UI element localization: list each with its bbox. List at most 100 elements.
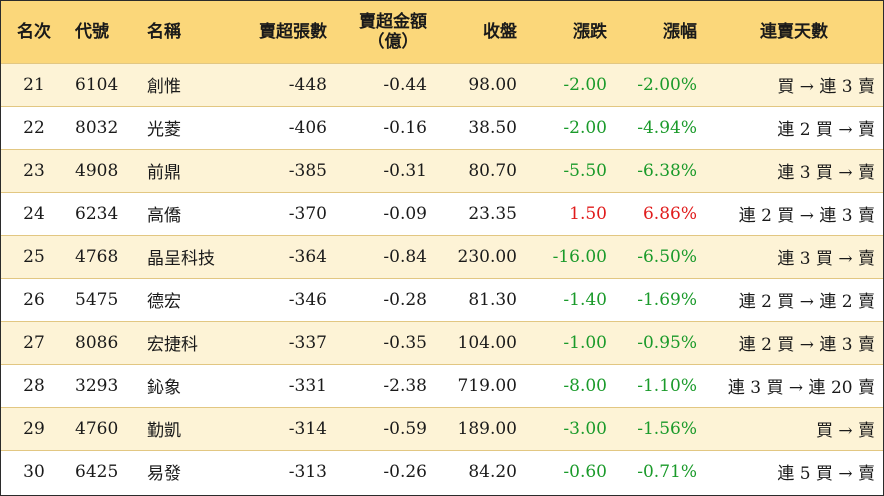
- header-row: 名次 代號 名稱 賣超張數 賣超金額 （億） 收盤 漲跌 漲幅 連賣天數: [1, 1, 883, 63]
- cell-code: 8032: [75, 117, 119, 138]
- cell-sell-amount: -0.59: [383, 418, 427, 439]
- header-change-pct: 漲幅: [663, 21, 697, 42]
- cell-name: 鈊象: [147, 378, 181, 398]
- cell-change-pct: -4.94%: [637, 117, 697, 138]
- cell-sell-amount: -0.44: [383, 74, 427, 95]
- cell-rank: 23: [23, 160, 45, 181]
- cell-name: 高僑: [147, 206, 181, 226]
- cell-rank: 25: [23, 246, 45, 267]
- cell-rank: 21: [23, 74, 45, 95]
- cell-change: -3.00: [563, 418, 607, 439]
- cell-rank: 24: [23, 203, 45, 224]
- cell-streak: 連 2 買 → 連 3 賣: [738, 335, 875, 355]
- cell-name: 宏捷科: [147, 335, 198, 355]
- cell-change: -1.40: [563, 289, 607, 310]
- cell-name: 易發: [147, 464, 181, 485]
- table-row: 25 4768 晶呈科技 -364 -0.84 230.00 -16.00 -6…: [1, 235, 883, 278]
- cell-streak: 連 2 買 → 連 3 賣: [738, 206, 875, 226]
- cell-name: 光菱: [147, 120, 181, 140]
- cell-close: 84.20: [468, 461, 517, 482]
- header-streak: 連賣天數: [760, 21, 828, 42]
- cell-streak: 連 5 買 → 賣: [777, 464, 875, 485]
- header-rank: 名次: [17, 21, 51, 42]
- cell-change-pct: -2.00%: [637, 74, 697, 95]
- cell-sell-volume: -337: [288, 332, 327, 353]
- table-row: 23 4908 前鼎 -385 -0.31 80.70 -5.50 -6.38%…: [1, 149, 883, 192]
- cell-streak: 連 3 買 → 連 20 賣: [727, 378, 875, 398]
- cell-change: 1.50: [569, 203, 607, 224]
- cell-code: 6234: [75, 203, 119, 224]
- cell-streak: 連 3 買 → 賣: [777, 163, 875, 183]
- header-name: 名稱: [147, 21, 181, 42]
- cell-change: -0.60: [563, 461, 607, 482]
- cell-close: 81.30: [468, 289, 517, 310]
- cell-sell-amount: -0.28: [383, 289, 427, 310]
- cell-sell-amount: -0.35: [383, 332, 427, 353]
- cell-sell-volume: -448: [288, 74, 327, 95]
- cell-sell-amount: -0.84: [383, 246, 427, 267]
- cell-code: 6104: [75, 74, 119, 95]
- cell-sell-volume: -331: [288, 375, 327, 396]
- cell-sell-amount: -0.09: [383, 203, 427, 224]
- cell-change: -5.50: [563, 160, 607, 181]
- cell-change-pct: -1.10%: [637, 375, 697, 396]
- cell-rank: 29: [23, 418, 45, 439]
- cell-sell-volume: -346: [288, 289, 327, 310]
- cell-code: 3293: [75, 375, 119, 396]
- cell-change-pct: -6.38%: [637, 160, 697, 181]
- cell-sell-volume: -385: [288, 160, 327, 181]
- table-row: 22 8032 光菱 -406 -0.16 38.50 -2.00 -4.94%…: [1, 106, 883, 149]
- cell-sell-amount: -0.31: [383, 160, 427, 181]
- cell-streak: 買 → 連 3 賣: [777, 77, 875, 97]
- cell-streak: 連 2 買 → 連 2 賣: [738, 292, 875, 312]
- cell-name: 創惟: [147, 77, 181, 97]
- cell-close: 23.35: [468, 203, 517, 224]
- cell-change-pct: -0.95%: [637, 332, 697, 353]
- cell-close: 719.00: [457, 375, 517, 396]
- cell-code: 5475: [75, 289, 119, 310]
- cell-change: -1.00: [563, 332, 607, 353]
- cell-sell-amount: -2.38: [383, 375, 427, 396]
- cell-rank: 26: [23, 289, 45, 310]
- cell-close: 104.00: [457, 332, 517, 353]
- cell-change: -2.00: [563, 117, 607, 138]
- cell-change-pct: -1.56%: [637, 418, 697, 439]
- cell-close: 189.00: [457, 418, 517, 439]
- header-sell-volume: 賣超張數: [259, 21, 327, 42]
- cell-streak: 買 → 賣: [815, 421, 875, 441]
- cell-change: -2.00: [563, 74, 607, 95]
- cell-sell-volume: -370: [288, 203, 327, 224]
- header-code: 代號: [75, 21, 109, 42]
- cell-code: 6425: [75, 461, 119, 482]
- cell-name: 前鼎: [147, 163, 181, 183]
- cell-code: 4908: [75, 160, 119, 181]
- table-row: 30 6425 易發 -313 -0.26 84.20 -0.60 -0.71%…: [1, 450, 883, 493]
- header-sell-amount-line1: 賣超金額: [359, 11, 427, 32]
- table-row: 28 3293 鈊象 -331 -2.38 719.00 -8.00 -1.10…: [1, 364, 883, 407]
- cell-streak: 連 2 買 → 賣: [777, 120, 875, 140]
- cell-code: 8086: [75, 332, 119, 353]
- table-row: 26 5475 德宏 -346 -0.28 81.30 -1.40 -1.69%…: [1, 278, 883, 321]
- cell-name: 晶呈科技: [147, 249, 215, 269]
- cell-close: 80.70: [468, 160, 517, 181]
- table-row: 29 4760 勤凱 -314 -0.59 189.00 -3.00 -1.56…: [1, 407, 883, 450]
- cell-sell-volume: -314: [288, 418, 327, 439]
- table-row: 21 6104 創惟 -448 -0.44 98.00 -2.00 -2.00%…: [1, 63, 883, 106]
- cell-rank: 28: [23, 375, 45, 396]
- cell-sell-volume: -364: [288, 246, 327, 267]
- cell-change-pct: -1.69%: [637, 289, 697, 310]
- cell-sell-volume: -313: [288, 461, 327, 482]
- cell-rank: 27: [23, 332, 45, 353]
- header-change: 漲跌: [573, 21, 607, 42]
- cell-change: -16.00: [552, 246, 607, 267]
- header-sell-amount: 賣超金額 （億）: [335, 1, 435, 63]
- cell-sell-amount: -0.16: [383, 117, 427, 138]
- table-body: 21 6104 創惟 -448 -0.44 98.00 -2.00 -2.00%…: [1, 63, 883, 493]
- cell-name: 德宏: [147, 292, 181, 312]
- cell-streak: 連 3 買 → 賣: [777, 249, 875, 269]
- table-row: 24 6234 高僑 -370 -0.09 23.35 1.50 6.86% 連…: [1, 192, 883, 235]
- cell-name: 勤凱: [147, 421, 181, 441]
- cell-change-pct: 6.86%: [642, 203, 697, 224]
